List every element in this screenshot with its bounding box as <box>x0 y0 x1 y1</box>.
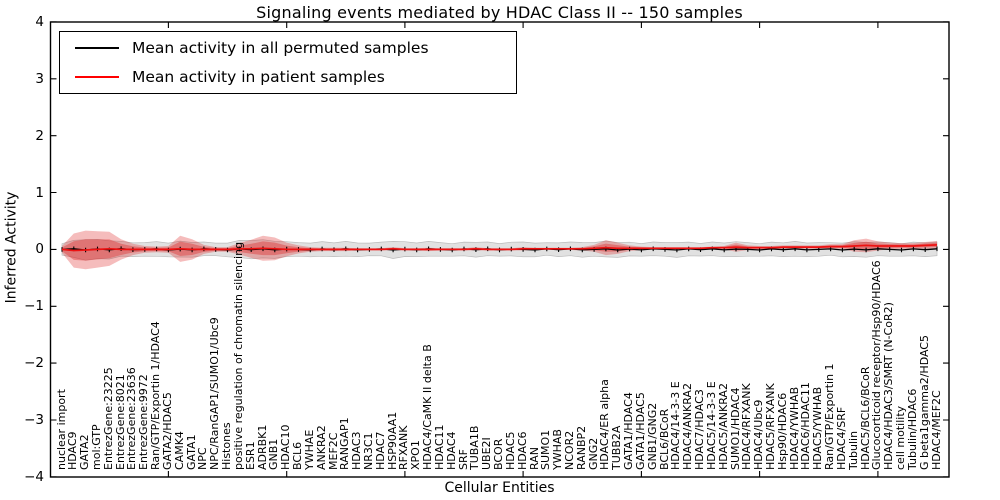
x-tick-label: Ran/GTP/Exportin 1 <box>823 363 837 470</box>
y-tick-label: −3 <box>24 412 44 428</box>
x-tick-label: GATA1 <box>184 434 198 470</box>
x-tick-label: Glucocorticoid receptor/Hsp90/HDAC6 <box>870 260 884 470</box>
x-tick-label: NPC/RanGAP1/SUMO1/Ubc9 <box>208 317 222 470</box>
x-tick-label: YWHAB <box>551 429 565 470</box>
x-tick-label: Histones <box>220 422 233 470</box>
x-tick-label: XPO1 <box>409 440 423 470</box>
x-tick-label: nuclear import <box>54 389 68 470</box>
x-tick-label: EntrezGene:9972 <box>137 374 151 470</box>
legend: Mean activity in all permuted samples Me… <box>59 31 517 94</box>
x-tick-label: HDAC4/RFXANK <box>740 383 754 470</box>
x-tick-label: HDAC6 <box>515 431 529 470</box>
x-tick-label: HSP90AA1 <box>385 411 399 470</box>
x-tick-label: HDAC4/ANKRA2 <box>681 383 695 470</box>
x-tick-label: HDAC7/HDAC3 <box>693 389 706 470</box>
legend-entry-permuted: Mean activity in all permuted samples <box>60 35 516 61</box>
y-tick-label: 4 <box>35 13 44 30</box>
x-tick-label: GNB1 <box>267 438 281 470</box>
x-tick-label: positive regulation of chromatin silenci… <box>231 241 245 470</box>
y-tick-label: 1 <box>35 184 44 201</box>
x-tick-label: HDAC4/ER alpha <box>598 379 612 470</box>
x-tick-label: TUBA1B <box>468 425 482 470</box>
x-tick-label: EntrezGene:8021 <box>113 374 127 470</box>
legend-line-permuted-icon <box>75 47 119 49</box>
x-tick-label: YWHAE <box>302 429 316 470</box>
x-tick-label: SUMO1/HDAC4 <box>728 387 742 470</box>
x-tick-label: HDAC7 <box>373 431 387 470</box>
legend-entry-patient: Mean activity in patient samples <box>60 64 516 90</box>
x-tick-label: TUBB2A <box>610 425 624 470</box>
x-tick-label: cell motility <box>894 405 907 470</box>
x-tick-label: NCOR2 <box>562 430 576 470</box>
x-tick-label: ANKRA2 <box>314 425 328 470</box>
y-tick-label: 3 <box>35 70 44 87</box>
x-tick-label: UBE2I <box>480 437 494 470</box>
x-tick-label: HDAC4/CaMK II delta B <box>421 344 435 470</box>
x-tick-label: SRF <box>456 449 470 470</box>
x-tick-label: HDAC4 <box>444 431 458 470</box>
legend-line-patient-icon <box>75 76 119 78</box>
x-tick-label: Tubulin <box>846 430 860 470</box>
x-tick-label: HDAC3 <box>350 431 364 470</box>
x-tick-label: ESR1 <box>243 441 257 470</box>
x-tick-label: HDAC5/RFXANK <box>764 383 777 470</box>
x-tick-label: HDAC4/Ubc9 <box>752 399 766 470</box>
x-tick-label: Tubulin/HDAC6 <box>905 388 919 470</box>
chart-title: Signaling events mediated by HDAC Class … <box>256 3 743 22</box>
x-tick-label: GATA1/HDAC5 <box>633 392 647 470</box>
x-tick-label: GATA2/HDAC5 <box>160 392 174 470</box>
x-tick-label: BCL6/BCoR <box>657 408 671 470</box>
x-tick-label: NPC <box>196 447 210 470</box>
x-tick-label: HDAC4/HDAC3/SMRT (N-CoR2) <box>882 302 896 470</box>
legend-label-permuted: Mean activity in all permuted samples <box>132 39 429 57</box>
x-tick-label: HDAC9 <box>66 431 80 470</box>
x-tick-label: HDAC5/14-3-3 E <box>704 381 718 470</box>
x-tick-label: GATA2 <box>78 434 92 470</box>
x-tick-label: GATA1/HDAC4 <box>622 392 636 470</box>
x-tick-label: HDAC5/YWHAB <box>811 386 825 470</box>
x-tick-label: MEF2C <box>326 432 340 470</box>
x-tick-label: HDAC4/MEF2C <box>929 390 943 470</box>
x-tick-label: RANBP2 <box>574 425 588 470</box>
x-tick-label: HDAC4/14-3-3 E <box>669 381 683 470</box>
y-tick-label: −2 <box>24 355 44 372</box>
y-tick-label: 0 <box>35 241 44 258</box>
x-tick-label: RAN <box>527 447 541 470</box>
x-tick-label: mol:GTP <box>90 424 103 470</box>
y-tick-label: −4 <box>24 468 44 485</box>
x-tick-label: CAMK4 <box>172 431 186 470</box>
plot-frame <box>49 21 950 478</box>
x-tick-label: ADRBK1 <box>255 424 269 470</box>
x-tick-label: Ran/GTP/Exportin 1/HDAC4 <box>149 321 163 470</box>
x-tick-label: HDAC6/HDAC11 <box>799 382 813 470</box>
y-tick-label: −1 <box>24 298 44 315</box>
x-tick-label: HDAC5/BCL6/BCoR <box>858 366 872 470</box>
x-tick-label: HDAC11 <box>432 424 446 470</box>
x-tick-label: HDAC4/SRF <box>834 406 848 470</box>
x-tick-label: GNB1/GNG2 <box>645 402 659 470</box>
y-tick-label: 2 <box>35 127 44 144</box>
x-tick-label: HDAC5/ANKRA2 <box>716 383 730 470</box>
x-tick-label: G beta1gamma2/HDAC5 <box>917 335 931 470</box>
x-tick-label: HDAC4/YWHAB <box>787 386 801 470</box>
x-axis-label: Cellular Entities <box>444 480 555 496</box>
x-tick-label: Hsp90/HDAC6 <box>775 392 789 470</box>
x-tick-label: BCOR <box>492 438 505 470</box>
patient-mean-line <box>61 244 938 252</box>
x-tick-label: SUMO1 <box>539 429 553 470</box>
legend-label-patient: Mean activity in patient samples <box>132 68 385 86</box>
x-tick-label: HDAC5 <box>503 431 517 470</box>
x-tick-label: NR3C1 <box>361 432 375 470</box>
x-tick-label: RANGAP1 <box>338 417 352 470</box>
x-tick-label: RFXANK <box>397 425 411 470</box>
x-tick-label: BCL6 <box>291 441 304 470</box>
x-tick-label: HDAC10 <box>279 424 293 470</box>
x-tick-label: EntrezGene:23225 <box>101 367 115 470</box>
y-axis-label: Inferred Activity <box>3 191 20 304</box>
x-tick-label: GNG2 <box>586 437 600 470</box>
x-tick-label: EntrezGene:23636 <box>125 367 139 470</box>
